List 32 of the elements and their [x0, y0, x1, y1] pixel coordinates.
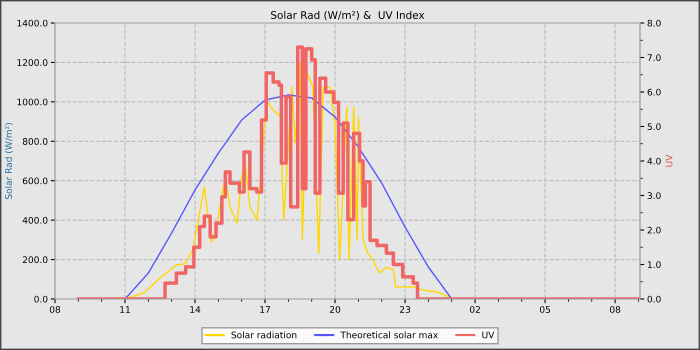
y2-tick-label: 6.0: [648, 88, 661, 96]
x-tick-label: 08: [50, 306, 60, 313]
y2-tick-label: 0.0: [648, 296, 661, 303]
legend-label: Solar radiation: [232, 331, 296, 338]
x-tick-label: 14: [190, 306, 200, 313]
y-tick-label: 0.0: [34, 296, 48, 303]
y-tick-label: 1000.0: [17, 98, 48, 106]
y-tick-label: 800.0: [22, 138, 48, 145]
y-tick-label: 200.0: [22, 256, 48, 264]
x-tick-label: 08: [610, 306, 620, 313]
x-tick-label: 02: [470, 306, 480, 313]
y2-tick-label: 7.0: [648, 54, 661, 62]
y2-tick-label: 5.0: [648, 123, 661, 130]
y2-tick-label: 8.0: [648, 20, 661, 27]
x-tick-label: 17: [260, 306, 270, 313]
y2-tick-label: 3.0: [648, 192, 661, 200]
y2-tick-label: 4.0: [647, 158, 661, 165]
y-tick-label: 400.0: [22, 216, 48, 224]
x-tick-label: 20: [330, 306, 340, 313]
legend-label: Theoretical solar max: [340, 331, 438, 338]
y2-tick-label: 1.0: [648, 261, 661, 268]
x-tick-label: 05: [540, 306, 550, 313]
x-tick-label: 11: [120, 306, 130, 313]
y2-axis-title: UV: [666, 154, 672, 167]
chart-title: Solar Rad (W/m²) & UV Index: [271, 10, 424, 20]
y-tick-label: 1200.0: [17, 59, 48, 66]
y-tick-label: 1400.0: [17, 20, 48, 27]
legend-label: UV: [482, 332, 494, 338]
y2-tick-label: 2.0: [648, 226, 661, 234]
x-tick-label: 23: [400, 306, 410, 313]
y-tick-label: 600.0: [22, 177, 48, 184]
y-axis-title: Solar Rad (W/m²): [4, 123, 13, 200]
